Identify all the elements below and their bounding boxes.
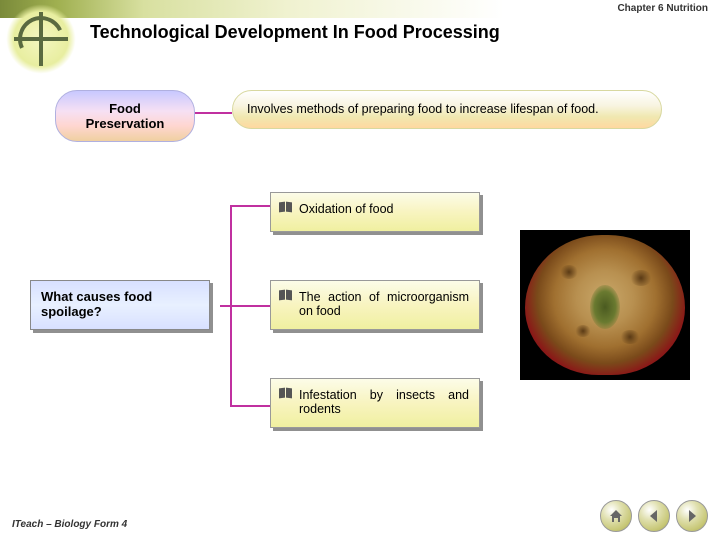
cause-oxidation: Oxidation of food bbox=[270, 192, 480, 232]
home-icon bbox=[608, 508, 624, 524]
food-preservation-definition: Involves methods of preparing food to in… bbox=[232, 90, 662, 129]
chapter-header: Chapter 6 Nutrition bbox=[0, 0, 720, 18]
book-icon bbox=[279, 388, 293, 399]
cause-microorganism: The action of microorganism on food bbox=[270, 280, 480, 330]
chevron-left-icon bbox=[646, 508, 662, 524]
cause-text: The action of microorganism on food bbox=[299, 290, 469, 318]
cause-text: Infestation by insects and rodents bbox=[299, 388, 469, 416]
cause-infestation: Infestation by insects and rodents bbox=[270, 378, 480, 428]
food-preservation-label: Food Preservation bbox=[55, 90, 195, 142]
corner-logo bbox=[6, 4, 76, 74]
prev-button[interactable] bbox=[638, 500, 670, 532]
cause-text: Oxidation of food bbox=[299, 202, 394, 216]
connector-line bbox=[195, 112, 232, 114]
slide-title: Technological Development In Food Proces… bbox=[90, 22, 500, 43]
chevron-right-icon bbox=[684, 508, 700, 524]
book-icon bbox=[279, 290, 293, 301]
home-button[interactable] bbox=[600, 500, 632, 532]
spoiled-apple-image bbox=[520, 230, 690, 380]
bracket-connector bbox=[220, 205, 260, 405]
footer-label: ITeach – Biology Form 4 bbox=[12, 519, 127, 530]
nav-buttons bbox=[600, 500, 708, 532]
next-button[interactable] bbox=[676, 500, 708, 532]
book-icon bbox=[279, 202, 293, 213]
spoilage-question: What causes food spoilage? bbox=[30, 280, 210, 330]
